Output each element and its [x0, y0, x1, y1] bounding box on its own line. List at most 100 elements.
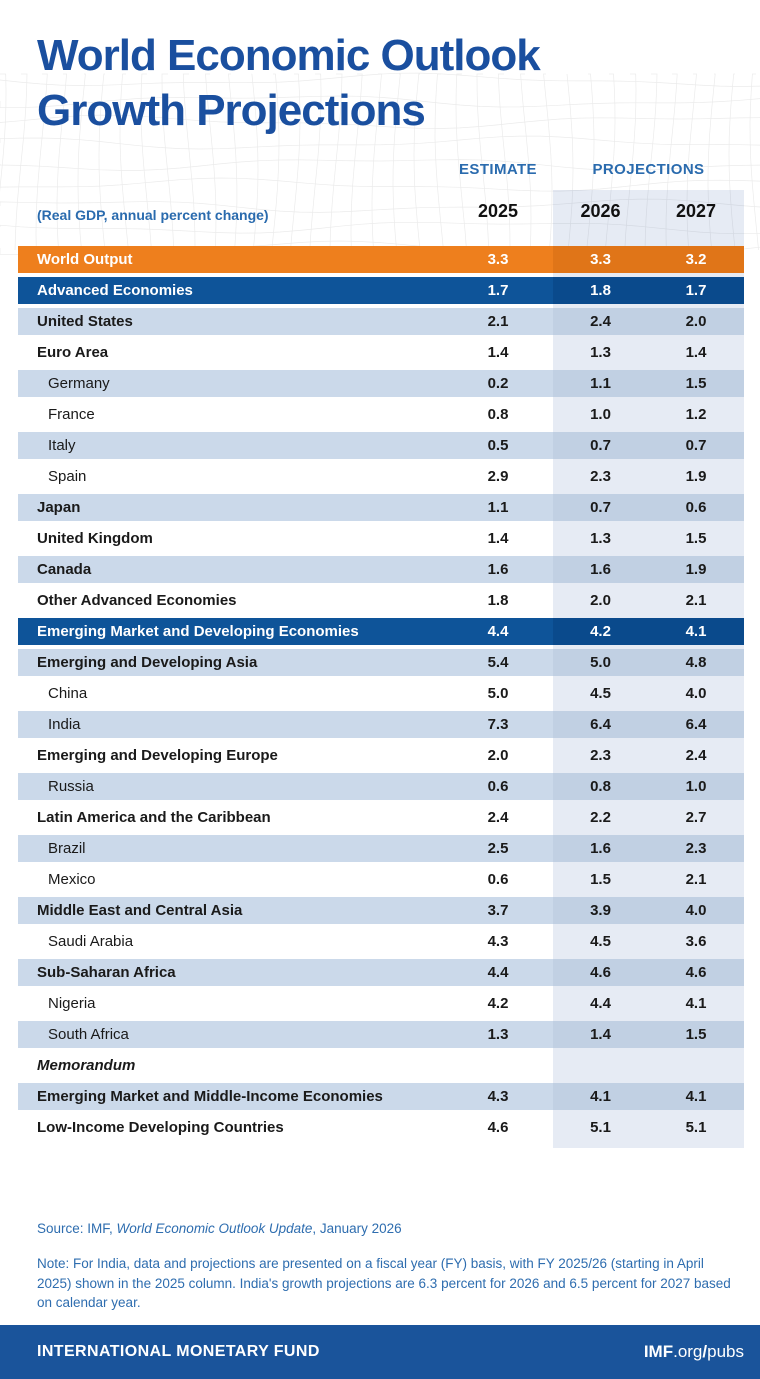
value-2026: 4.1 [553, 1083, 648, 1110]
row-label: World Output [37, 251, 133, 268]
source-publication: World Economic Outlook Update [116, 1221, 313, 1236]
value-2027: 1.7 [648, 277, 744, 304]
value-2027: 2.0 [648, 308, 744, 335]
value-2025: 1.1 [487, 499, 509, 516]
source-suffix: , January 2026 [312, 1221, 402, 1236]
value-2027: 6.4 [648, 711, 744, 738]
row-label: Brazil [48, 840, 86, 857]
value-2026: 1.1 [553, 370, 648, 397]
row-label: United Kingdom [37, 530, 153, 547]
value-2025: 7.3 [487, 716, 509, 733]
row-label: Germany [48, 375, 110, 392]
value-2025: 4.4 [487, 964, 509, 981]
table-row: Mexico 0.6 1.5 2.1 [18, 866, 744, 893]
imf-org-name: INTERNATIONAL MONETARY FUND [37, 1343, 320, 1360]
value-2027: 1.9 [648, 556, 744, 583]
table-row: Euro Area 1.4 1.3 1.4 [18, 339, 744, 366]
imf-url-pubs: pubs [707, 1342, 744, 1361]
value-2025: 4.2 [487, 995, 509, 1012]
value-2027: 3.2 [648, 246, 744, 273]
value-2026 [553, 1052, 648, 1079]
table-row: Japan 1.1 0.7 0.6 [18, 494, 744, 521]
value-2025: 2.9 [487, 468, 509, 485]
page-title-line2: Growth Projections [37, 86, 426, 135]
value-2026: 2.2 [590, 809, 611, 826]
row-label: Nigeria [48, 995, 96, 1012]
source-line: Source: IMF, World Economic Outlook Upda… [37, 1221, 402, 1236]
value-2027: 2.4 [685, 747, 707, 764]
value-2027 [648, 1052, 744, 1079]
table-row: Middle East and Central Asia 3.7 3.9 4.0 [18, 897, 744, 924]
value-2026: 2.4 [553, 308, 648, 335]
row-label: France [48, 406, 95, 423]
value-2025: 4.4 [487, 623, 509, 640]
value-2027: 4.0 [648, 897, 744, 924]
row-label: Euro Area [37, 344, 109, 361]
page-title-line1: World Economic Outlook [37, 31, 541, 80]
value-2025: 1.7 [487, 282, 509, 299]
value-2027: 1.0 [648, 773, 744, 800]
table-row: Nigeria 4.2 4.4 4.1 [18, 990, 744, 1017]
row-label: Middle East and Central Asia [37, 902, 243, 919]
table-row: Spain 2.9 2.3 1.9 [18, 463, 744, 490]
row-label: Spain [48, 468, 87, 485]
value-2026: 2.3 [590, 747, 611, 764]
table-row: Emerging Market and Developing Economies… [18, 618, 744, 645]
value-2026: 3.9 [553, 897, 648, 924]
value-2025: 0.2 [487, 375, 509, 392]
value-2026: 1.6 [553, 835, 648, 862]
table-row: Emerging Market and Middle-Income Econom… [18, 1083, 744, 1110]
value-2027: 1.5 [648, 1021, 744, 1048]
table-row: Germany 0.2 1.1 1.5 [18, 370, 744, 397]
value-2026: 1.3 [590, 344, 611, 361]
value-2027: 4.1 [685, 995, 707, 1012]
value-2026: 4.6 [553, 959, 648, 986]
value-2027: 1.2 [685, 406, 707, 423]
page-title: World Economic Outlook Growth Projections [37, 28, 541, 138]
value-2026: 1.6 [553, 556, 648, 583]
row-label: Italy [48, 437, 76, 454]
table-row: United States 2.1 2.4 2.0 [18, 308, 744, 335]
value-2025: 0.5 [487, 437, 509, 454]
value-2025: 4.3 [487, 1088, 509, 1105]
value-2026: 3.3 [553, 246, 648, 273]
row-label: Low-Income Developing Countries [37, 1119, 284, 1136]
row-label: Emerging and Developing Asia [37, 654, 258, 671]
value-2026: 4.4 [590, 995, 611, 1012]
value-2027: 2.1 [685, 871, 707, 888]
value-2027: 3.6 [685, 933, 707, 950]
table-row: Russia 0.6 0.8 1.0 [18, 773, 744, 800]
value-2026: 1.0 [590, 406, 611, 423]
table-row: United Kingdom 1.4 1.3 1.5 [18, 525, 744, 552]
value-2026: 1.3 [590, 530, 611, 547]
value-2026: 0.7 [553, 432, 648, 459]
value-2025: 4.6 [487, 1119, 509, 1136]
value-2026: 1.5 [590, 871, 611, 888]
value-2027: 2.1 [685, 592, 707, 609]
value-2025 [443, 1052, 553, 1079]
table-row: World Output 3.3 3.3 3.2 [18, 246, 744, 273]
table-row: Emerging and Developing Asia 5.4 5.0 4.8 [18, 649, 744, 676]
value-2027: 2.7 [685, 809, 707, 826]
value-2027: 4.6 [648, 959, 744, 986]
value-2025: 2.0 [487, 747, 509, 764]
imf-url-link[interactable]: IMF.org/pubs [644, 1342, 744, 1362]
value-2027: 5.1 [685, 1119, 707, 1136]
row-label: Emerging and Developing Europe [37, 747, 278, 764]
row-label: Saudi Arabia [48, 933, 134, 950]
value-2027: 4.8 [648, 649, 744, 676]
value-2025: 1.4 [487, 530, 509, 547]
value-2026: 4.5 [590, 685, 611, 702]
table-row: Advanced Economies 1.7 1.8 1.7 [18, 277, 744, 304]
source-prefix: Source: IMF, [37, 1221, 117, 1236]
row-label: Japan [37, 499, 81, 516]
table-row: France 0.8 1.0 1.2 [18, 401, 744, 428]
row-label: South Africa [48, 1026, 129, 1043]
row-label: Mexico [48, 871, 96, 888]
table-row: Canada 1.6 1.6 1.9 [18, 556, 744, 583]
value-2027: 1.5 [648, 370, 744, 397]
value-2025: 0.8 [487, 406, 509, 423]
value-2027: 4.0 [685, 685, 707, 702]
value-2026: 1.8 [553, 277, 648, 304]
